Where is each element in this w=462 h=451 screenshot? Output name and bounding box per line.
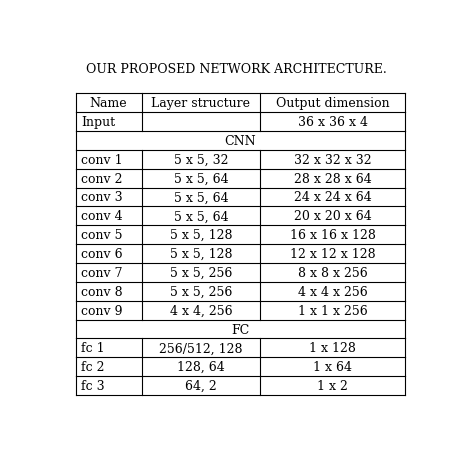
Text: Name: Name [90,97,128,110]
Text: 5 x 5, 64: 5 x 5, 64 [174,172,228,185]
Text: OUR PROPOSED NETWORK ARCHITECTURE.: OUR PROPOSED NETWORK ARCHITECTURE. [86,63,387,76]
Text: conv 5: conv 5 [81,229,122,242]
Text: fc 1: fc 1 [81,341,105,354]
Text: 64, 2: 64, 2 [185,379,217,392]
Text: conv 3: conv 3 [81,191,122,204]
Text: conv 1: conv 1 [81,153,122,166]
Text: conv 9: conv 9 [81,304,122,317]
Text: Output dimension: Output dimension [276,97,389,110]
Text: 5 x 5, 128: 5 x 5, 128 [170,229,232,242]
Text: 12 x 12 x 128: 12 x 12 x 128 [290,248,376,261]
Text: 1 x 128: 1 x 128 [309,341,356,354]
Text: conv 7: conv 7 [81,267,122,279]
Text: conv 4: conv 4 [81,210,122,223]
Text: conv 6: conv 6 [81,248,122,261]
Text: 5 x 5, 256: 5 x 5, 256 [170,285,232,298]
Text: 4 x 4, 256: 4 x 4, 256 [170,304,232,317]
Text: fc 3: fc 3 [81,379,105,392]
Text: 4 x 4 x 256: 4 x 4 x 256 [298,285,367,298]
Text: 1 x 64: 1 x 64 [313,360,352,373]
Text: 28 x 28 x 64: 28 x 28 x 64 [294,172,371,185]
Text: conv 2: conv 2 [81,172,122,185]
Text: 1 x 1 x 256: 1 x 1 x 256 [298,304,367,317]
Text: 16 x 16 x 128: 16 x 16 x 128 [290,229,376,242]
Text: 20 x 20 x 64: 20 x 20 x 64 [294,210,371,223]
Text: Layer structure: Layer structure [152,97,250,110]
Text: conv 8: conv 8 [81,285,122,298]
Text: 36 x 36 x 4: 36 x 36 x 4 [298,116,368,129]
Text: 8 x 8 x 256: 8 x 8 x 256 [298,267,367,279]
Text: 24 x 24 x 64: 24 x 24 x 64 [294,191,371,204]
Text: 5 x 5, 32: 5 x 5, 32 [174,153,228,166]
Text: 1 x 2: 1 x 2 [317,379,348,392]
Text: 128, 64: 128, 64 [177,360,225,373]
Text: FC: FC [231,323,249,336]
Text: 5 x 5, 128: 5 x 5, 128 [170,248,232,261]
Text: 5 x 5, 64: 5 x 5, 64 [174,210,228,223]
Text: 5 x 5, 64: 5 x 5, 64 [174,191,228,204]
Text: CNN: CNN [225,134,256,147]
Text: fc 2: fc 2 [81,360,104,373]
Text: 32 x 32 x 32: 32 x 32 x 32 [294,153,371,166]
Text: 5 x 5, 256: 5 x 5, 256 [170,267,232,279]
Text: Input: Input [81,116,115,129]
Text: 256/512, 128: 256/512, 128 [159,341,243,354]
